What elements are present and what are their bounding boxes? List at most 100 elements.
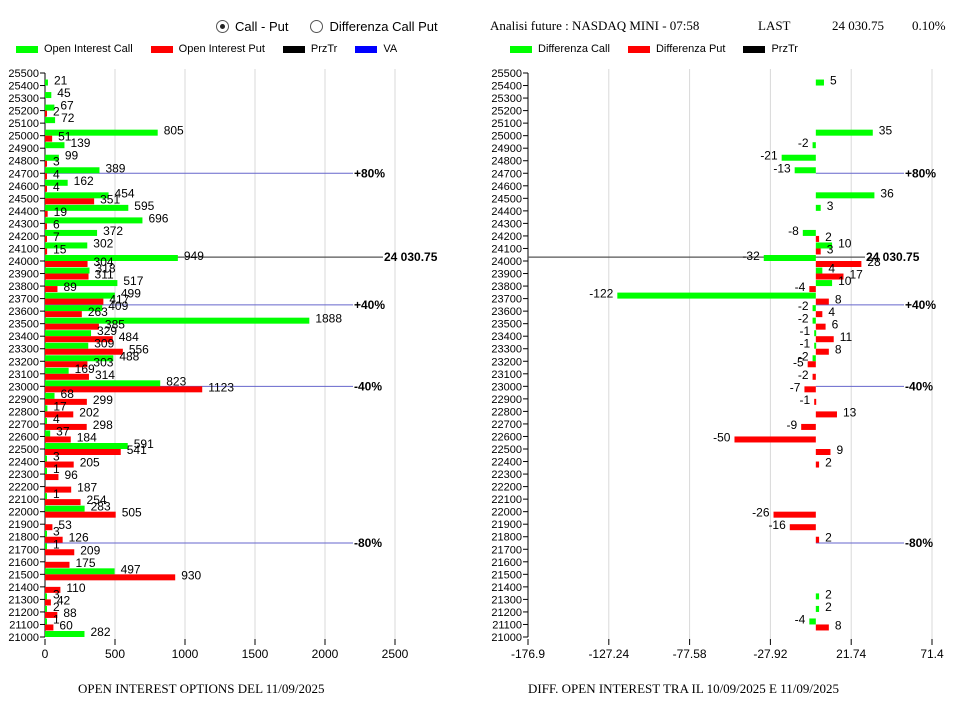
call-value-label: -8 [788, 224, 799, 238]
radio-call-put[interactable]: Call - Put [216, 19, 288, 34]
put-bar [815, 298, 829, 305]
put-bar [45, 273, 89, 280]
put-bar [45, 210, 48, 217]
x-tick-label: 71.4 [920, 647, 944, 661]
legend-item-przTr: PrzTr [743, 43, 798, 55]
last-label: LAST [758, 18, 791, 33]
call-value-label: 1 [53, 462, 60, 476]
call-bar [815, 192, 875, 199]
va-label: -80% [905, 536, 933, 550]
call-bar [45, 468, 47, 475]
put-value-label: 304 [94, 255, 114, 269]
y-tick-label: 22900 [491, 394, 522, 406]
put-bar [815, 248, 821, 255]
y-tick-label: 24500 [491, 193, 522, 205]
legend-label: Differenza Call [538, 43, 610, 55]
put-value-label: 126 [69, 531, 89, 545]
y-tick-label: 23800 [491, 281, 522, 293]
y-tick-label: 22000 [491, 507, 522, 519]
call-value-label: 68 [61, 387, 75, 401]
put-value-label: 484 [119, 330, 139, 344]
x-tick-label: -127.24 [588, 647, 629, 661]
y-tick-label: 21400 [8, 582, 39, 594]
call-bar [617, 292, 816, 299]
y-tick-label: 21000 [8, 632, 39, 644]
call-bar [815, 593, 820, 600]
call-value-label: 35 [879, 124, 893, 138]
call-value-label: -1 [800, 337, 811, 351]
va-label: -40% [354, 379, 382, 393]
call-bar [45, 317, 310, 324]
legend-item-oi-call: Open Interest Call [16, 43, 133, 55]
y-tick-label: 22300 [8, 469, 39, 481]
left-legend: Open Interest Call Open Interest Put Prz… [16, 43, 415, 55]
call-bar [781, 154, 816, 161]
put-value-label: 2 [825, 531, 832, 545]
y-tick-label: 22400 [8, 457, 39, 469]
przTr-label: 24 030.75 [866, 250, 920, 264]
put-value-label: 7 [53, 230, 60, 244]
put-value-label: 3 [53, 155, 60, 169]
put-value-label: 89 [63, 280, 77, 294]
call-value-label: 302 [93, 236, 113, 250]
radio-differenza-call-put[interactable]: Differenza Call Put [310, 19, 438, 34]
call-bar [45, 79, 48, 86]
y-tick-label: 21600 [8, 557, 39, 569]
put-bar [815, 336, 834, 343]
put-bar [45, 398, 87, 405]
call-bar [45, 493, 47, 500]
call-value-label: 517 [123, 274, 143, 288]
put-value-label: 2 [825, 456, 832, 470]
call-value-label: 162 [74, 174, 94, 188]
put-bar [45, 160, 47, 167]
x-tick-label: 2000 [312, 647, 339, 661]
call-value-label: 3 [53, 525, 60, 539]
put-value-label: 4 [53, 167, 60, 181]
put-bar [809, 286, 816, 293]
put-bar [45, 323, 99, 330]
y-tick-label: 23100 [491, 369, 522, 381]
put-bar [45, 311, 82, 318]
put-bar [45, 373, 89, 380]
put-value-label: 3 [827, 242, 834, 256]
call-bar [815, 129, 873, 136]
y-tick-label: 22000 [8, 507, 39, 519]
va-label: +40% [354, 298, 385, 312]
legend-swatch-call [16, 45, 38, 53]
call-bar [812, 317, 816, 324]
legend-swatch-przTr [282, 45, 305, 53]
put-bar [45, 549, 75, 556]
put-value-label: -9 [787, 418, 798, 432]
y-tick-label: 24800 [491, 156, 522, 168]
put-bar [45, 536, 63, 543]
call-bar [45, 618, 47, 625]
y-tick-label: 23900 [491, 269, 522, 281]
call-bar [814, 342, 817, 349]
y-tick-label: 22300 [491, 469, 522, 481]
change-percent: 0.10% [912, 18, 946, 33]
legend-label: PrzTr [310, 43, 338, 55]
put-value-label: 8 [835, 343, 842, 357]
put-bar [45, 198, 95, 205]
put-value-label: 1123 [208, 380, 234, 394]
call-value-label: -21 [760, 149, 778, 163]
y-tick-label: 24700 [491, 168, 522, 180]
legend-label: PrzTr [771, 43, 798, 55]
legend-label: Open Interest Put [178, 43, 265, 55]
va-label: +80% [354, 166, 385, 180]
call-bar [763, 255, 816, 261]
call-bar [812, 305, 816, 312]
call-bar [45, 605, 47, 612]
put-value-label: 9 [836, 443, 843, 457]
y-tick-label: 22700 [8, 419, 39, 431]
call-value-label: -32 [742, 249, 760, 263]
y-tick-label: 25200 [8, 106, 39, 118]
call-bar [45, 417, 47, 424]
y-tick-label: 22500 [491, 444, 522, 456]
put-value-label: 314 [95, 368, 115, 382]
open-interest-chart: 0 500 1000 1500 2000 2500 25500254002530025200… [8, 68, 437, 661]
y-tick-label: 21300 [491, 594, 522, 606]
call-value-label: 309 [94, 337, 114, 351]
legend-swatch-put [150, 45, 173, 53]
call-value-label: 1 [53, 487, 60, 501]
